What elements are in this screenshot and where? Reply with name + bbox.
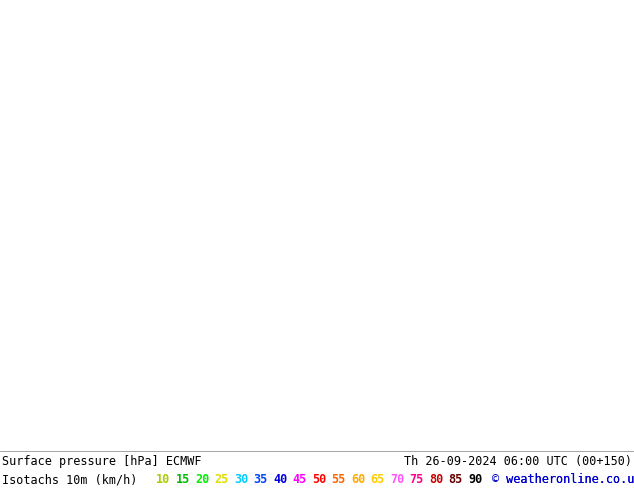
- Text: 25: 25: [214, 473, 229, 487]
- Text: 50: 50: [312, 473, 327, 487]
- Text: 20: 20: [195, 473, 209, 487]
- Text: 80: 80: [429, 473, 443, 487]
- Text: 35: 35: [254, 473, 268, 487]
- Text: 40: 40: [273, 473, 287, 487]
- Text: 65: 65: [370, 473, 385, 487]
- Text: 10: 10: [156, 473, 171, 487]
- Text: Surface pressure [hPa] ECMWF: Surface pressure [hPa] ECMWF: [2, 455, 202, 468]
- Text: 90: 90: [468, 473, 482, 487]
- Text: 85: 85: [448, 473, 463, 487]
- Text: weatheronline.co.uk: weatheronline.co.uk: [505, 473, 634, 487]
- Text: Th 26-09-2024 06:00 UTC (00+150): Th 26-09-2024 06:00 UTC (00+150): [404, 455, 632, 468]
- Text: 15: 15: [176, 473, 190, 487]
- Text: 30: 30: [234, 473, 249, 487]
- Text: 75: 75: [410, 473, 424, 487]
- Text: 70: 70: [390, 473, 404, 487]
- Text: 55: 55: [332, 473, 346, 487]
- Text: 60: 60: [351, 473, 365, 487]
- Text: Isotachs 10m (km/h): Isotachs 10m (km/h): [2, 473, 138, 487]
- Text: 45: 45: [292, 473, 307, 487]
- Text: © weatheronline.co.uk: © weatheronline.co.uk: [491, 473, 634, 487]
